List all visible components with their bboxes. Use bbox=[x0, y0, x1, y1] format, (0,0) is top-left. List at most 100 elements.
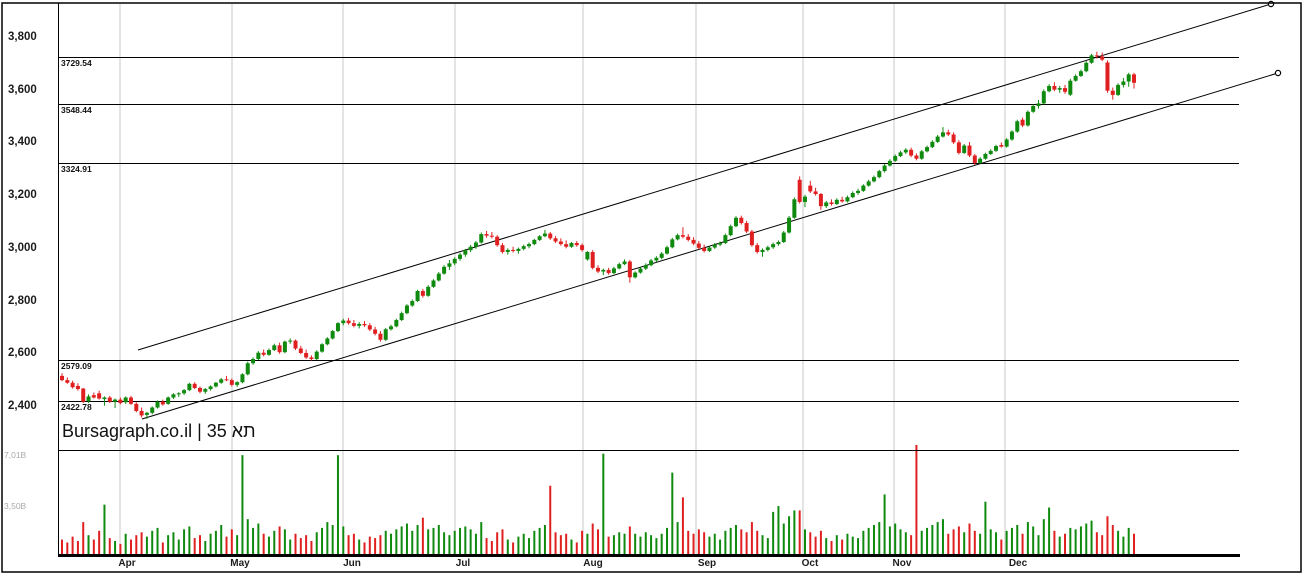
volume-bar bbox=[384, 530, 387, 557]
candle-body bbox=[834, 199, 839, 205]
horizontal-price-lines[interactable] bbox=[58, 57, 1239, 402]
candle-body bbox=[341, 320, 346, 324]
candle-body bbox=[797, 179, 802, 202]
volume-bar bbox=[995, 532, 998, 557]
volume-bar bbox=[321, 527, 324, 557]
volume-bar bbox=[973, 530, 976, 557]
candle-body bbox=[622, 261, 627, 265]
candle-body bbox=[723, 235, 728, 244]
candle-body bbox=[585, 252, 590, 260]
candle-body bbox=[463, 250, 468, 255]
candle-body bbox=[537, 236, 542, 240]
candle-body bbox=[760, 249, 765, 253]
volume-bar bbox=[416, 524, 419, 557]
volume-bar bbox=[809, 532, 812, 557]
channel-top-endpoint-handle[interactable] bbox=[1267, 0, 1275, 8]
channel-bottom-trendline[interactable] bbox=[141, 69, 1282, 420]
candle-body bbox=[65, 380, 70, 383]
candle-body bbox=[410, 301, 415, 306]
volume-bar bbox=[628, 526, 631, 557]
candle-body bbox=[187, 383, 192, 391]
volume-bar bbox=[140, 532, 143, 557]
candle-body bbox=[182, 390, 187, 394]
volume-bar bbox=[331, 524, 334, 557]
candle-body bbox=[468, 246, 473, 251]
volume-bar bbox=[708, 536, 711, 557]
candle-body bbox=[670, 239, 675, 248]
channel-bottom-endpoint-handle[interactable] bbox=[1274, 69, 1282, 77]
volume-bar bbox=[602, 453, 605, 557]
candle-body bbox=[389, 326, 394, 330]
volume-bar bbox=[98, 530, 101, 557]
channel-top-trendline[interactable] bbox=[137, 0, 1275, 351]
volume-bar bbox=[761, 535, 764, 557]
candle-body bbox=[134, 403, 139, 411]
candle-body bbox=[357, 323, 362, 326]
volume-bar bbox=[692, 533, 695, 557]
candle-body bbox=[219, 379, 224, 383]
candle-body bbox=[818, 194, 823, 207]
channel-top-line[interactable] bbox=[137, 3, 1272, 351]
volume-bar bbox=[1085, 523, 1088, 557]
volume-bar bbox=[841, 539, 844, 557]
price-level-label: 3324.91 bbox=[60, 164, 93, 174]
price-level-label: 3729.54 bbox=[60, 58, 93, 68]
volume-bar bbox=[374, 538, 377, 557]
volume-bar bbox=[819, 530, 822, 557]
candle-body bbox=[495, 236, 500, 246]
candle-body bbox=[951, 134, 956, 143]
candle-body bbox=[139, 410, 144, 416]
candle-body bbox=[203, 389, 208, 392]
volume-bar bbox=[432, 527, 435, 557]
channel-bottom-line[interactable] bbox=[141, 72, 1279, 420]
month-gridlines bbox=[119, 4, 1006, 554]
volume-bar bbox=[368, 536, 371, 557]
volume-bar bbox=[1127, 527, 1130, 557]
candle-body bbox=[266, 350, 271, 355]
candle-body bbox=[277, 345, 282, 353]
candle-body bbox=[404, 305, 409, 314]
candle-body bbox=[527, 244, 532, 247]
candle-body bbox=[787, 217, 792, 233]
candle-body bbox=[1025, 111, 1030, 126]
candle-body bbox=[893, 156, 898, 161]
candle-body bbox=[320, 344, 325, 352]
candle-body bbox=[272, 345, 277, 351]
candle-body bbox=[553, 238, 558, 242]
candle-body bbox=[967, 145, 972, 156]
volume-bar bbox=[825, 538, 828, 557]
candle-body bbox=[1089, 55, 1094, 63]
volume-bar bbox=[543, 524, 546, 557]
candle-body bbox=[617, 264, 622, 269]
candle-body bbox=[479, 234, 484, 243]
candle-body bbox=[208, 386, 213, 390]
candle-body bbox=[558, 241, 563, 245]
volume-bar bbox=[1079, 526, 1082, 557]
candle-body bbox=[659, 253, 664, 258]
volume-bar bbox=[151, 530, 154, 557]
candle-body bbox=[107, 397, 112, 402]
candle-body bbox=[235, 382, 240, 385]
candle-body bbox=[489, 235, 494, 237]
candle-body bbox=[81, 388, 86, 402]
volume-bar bbox=[315, 532, 318, 557]
candle-body bbox=[383, 329, 388, 340]
volume-bar bbox=[872, 524, 875, 557]
volume-bar bbox=[71, 536, 74, 557]
candle-body bbox=[824, 202, 829, 207]
volume-bar bbox=[644, 532, 647, 557]
candle-body bbox=[1073, 75, 1078, 81]
candle-body bbox=[983, 153, 988, 159]
candle-body bbox=[346, 320, 351, 324]
volume-bar bbox=[400, 526, 403, 557]
candle-body bbox=[596, 267, 601, 272]
candle-body bbox=[521, 246, 526, 249]
candle-body bbox=[866, 181, 871, 186]
volume-bar bbox=[634, 533, 637, 557]
candle-body bbox=[829, 202, 834, 205]
candle-body bbox=[1068, 80, 1073, 95]
candle-body bbox=[601, 269, 606, 272]
candle-body bbox=[420, 291, 425, 296]
candle-body bbox=[712, 244, 717, 248]
